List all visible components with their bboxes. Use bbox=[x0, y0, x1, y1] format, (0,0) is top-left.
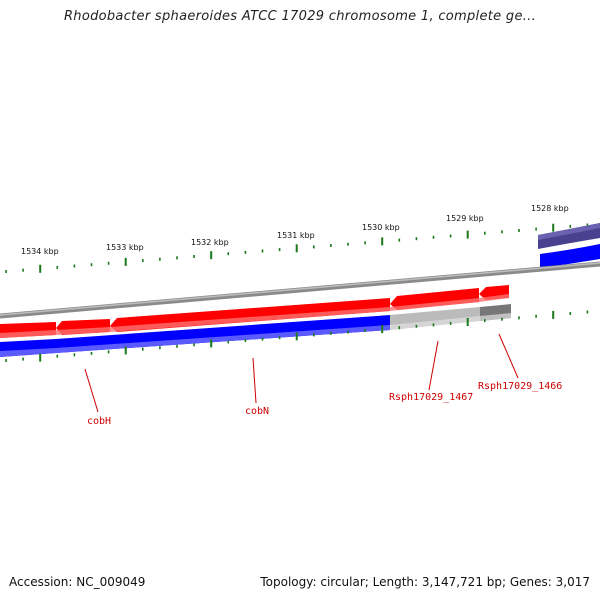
tick-label-1529: 1529 kbp bbox=[446, 214, 484, 223]
map-title: Rhodobacter sphaeroides ATCC 17029 chrom… bbox=[63, 9, 537, 24]
selected-feature-highlight bbox=[538, 223, 600, 240]
gene-arrow-Rsph17029_1467[interactable] bbox=[390, 288, 479, 310]
tick-label-1531: 1531 kbp bbox=[277, 231, 315, 240]
tick-label-1528: 1528 kbp bbox=[531, 204, 569, 213]
tick-label-1532: 1532 kbp bbox=[191, 238, 229, 247]
gene-track-red bbox=[0, 285, 509, 338]
gene-label-cobH[interactable]: cobH bbox=[87, 416, 111, 427]
tick-row-lower bbox=[5, 310, 589, 362]
chromosome-backbone bbox=[0, 261, 600, 319]
cds-segment-blue-shade bbox=[0, 325, 390, 357]
chromosome-backbone-highlight bbox=[0, 262, 600, 316]
leader-line-Rsph17029_1466 bbox=[498, 333, 519, 379]
cds-segment-blue-upper[interactable] bbox=[540, 244, 600, 268]
tick-label-1530: 1530 kbp bbox=[362, 223, 400, 232]
leader-line-Rsph17029_1467 bbox=[428, 340, 439, 391]
tick-label-1533: 1533 kbp bbox=[106, 243, 144, 252]
tick-row-upper bbox=[5, 223, 589, 273]
tick-labels: 1534 kbp 1533 kbp 1532 kbp 1531 kbp 1530… bbox=[21, 204, 569, 256]
gene-label-cobN[interactable]: cobN bbox=[245, 406, 269, 417]
gene-label-Rsph17029_1467[interactable]: Rsph17029_1467 bbox=[389, 392, 473, 403]
leader-line-cobH bbox=[84, 368, 99, 413]
gene-track-red-shade bbox=[0, 294, 509, 338]
tick-label-1534: 1534 kbp bbox=[21, 247, 59, 256]
gene-label-Rsph17029_1466[interactable]: Rsph17029_1466 bbox=[478, 381, 562, 392]
gene-leader-lines bbox=[84, 333, 519, 413]
summary-label: Topology: circular; Length: 3,147,721 bp… bbox=[260, 575, 590, 589]
gene-labels: cobH cobN Rsph17029_1467 Rsph17029_1466 bbox=[87, 381, 562, 427]
accession-label: Accession: NC_009049 bbox=[9, 575, 146, 589]
cds-track-blue bbox=[0, 304, 511, 357]
leader-line-cobN bbox=[252, 357, 257, 404]
pseudo-segment-shade bbox=[390, 313, 511, 330]
